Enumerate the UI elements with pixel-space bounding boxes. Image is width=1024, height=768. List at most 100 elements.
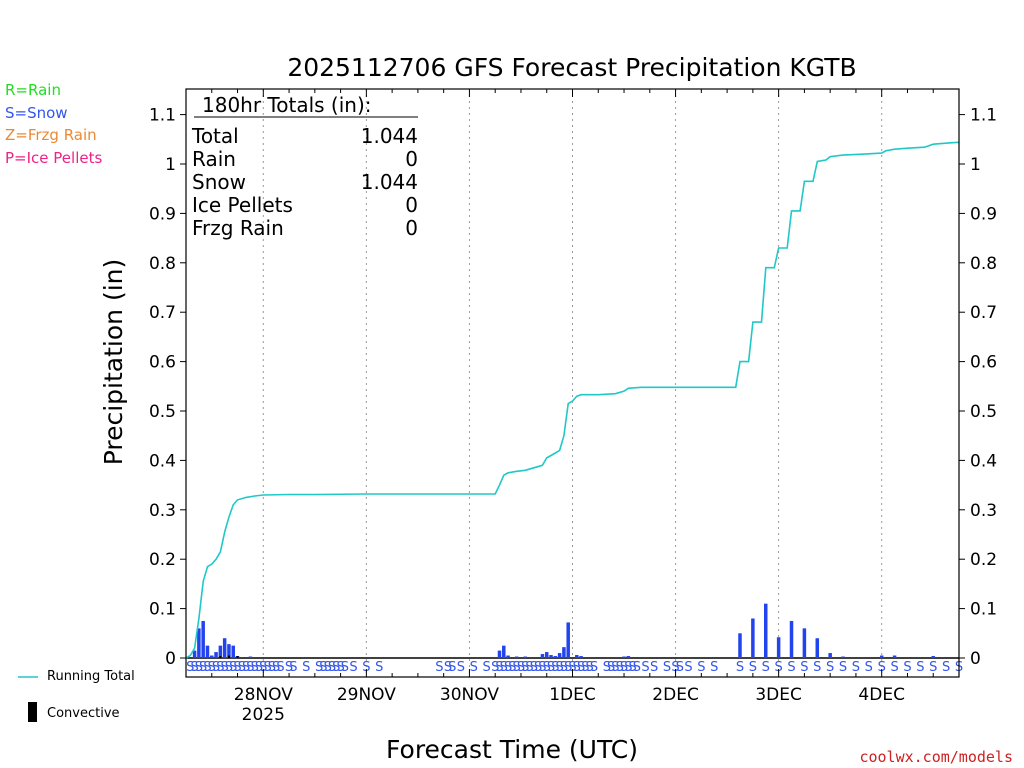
precip-bars <box>192 603 935 658</box>
convective-bar <box>227 655 230 658</box>
ptype-marker-snow: S <box>603 660 611 675</box>
ptype-marker-snow: S <box>865 660 873 675</box>
ptype-marker-snow: S <box>319 660 327 675</box>
y-tick-label-left: 0.9 <box>149 204 176 224</box>
y-tick-label-right: 0.6 <box>970 353 997 373</box>
precip-bar <box>566 622 570 658</box>
ptype-marker-snow: S <box>663 660 671 675</box>
ptype-marker-snow: S <box>671 660 679 675</box>
ptype-marker-snow: S <box>564 660 572 675</box>
ptype-marker-snow: S <box>525 660 533 675</box>
y-tick-label-left: 0.7 <box>149 303 176 323</box>
ptype-marker-snow: S <box>538 660 546 675</box>
totals-value-total: 1.044 <box>361 124 418 148</box>
ptype-marker-snow: S <box>435 660 443 675</box>
ptype-marker-snow: S <box>839 660 847 675</box>
ptype-marker-snow: S <box>212 660 220 675</box>
ptype-marker-snow: S <box>251 660 259 675</box>
ptype-marker-snow: S <box>504 660 512 675</box>
y-axis-ticks: 0 00.1 0.10.2 0.20.3 0.30.4 0.40.5 0.50.6 0.60.… <box>149 106 997 669</box>
ptype-marker-snow: S <box>448 660 456 675</box>
ptype-marker-snow: S <box>826 660 834 675</box>
ptype-marker-snow: S <box>457 660 465 675</box>
x-date-label: 30NOV <box>440 685 499 705</box>
precip-bar <box>218 645 223 658</box>
ptype-marker-snow: S <box>577 660 585 675</box>
x-date-label: 29NOV <box>337 685 396 705</box>
y-tick-label-right: 1 <box>970 155 981 175</box>
y-tick-label-left: 0.6 <box>149 353 176 373</box>
ptype-marker-snow: S <box>349 660 357 675</box>
ptype-marker-snow: S <box>611 660 619 675</box>
ptype-marker-snow: S <box>878 660 886 675</box>
x-date-label: 4DEC <box>858 685 905 705</box>
precip-bar <box>802 628 807 658</box>
x-date-label: 1DEC <box>549 685 596 705</box>
ptype-marker-snow: S <box>534 660 542 675</box>
ptype-marker-snow: S <box>276 660 284 675</box>
plot-frame <box>185 88 960 678</box>
ptype-marker-snow: S <box>530 660 538 675</box>
precip-bar <box>828 653 832 658</box>
y-tick-label-right: 0.2 <box>970 550 997 570</box>
precip-bar <box>248 656 253 658</box>
ptype-marker-snow: S <box>551 660 559 675</box>
chart-title: 2025112706 GFS Forecast Precipitation KG… <box>287 53 856 82</box>
y-tick-label-left: 0.5 <box>149 402 176 422</box>
totals-label-frzg-rain: Frzg Rain <box>192 216 284 240</box>
totals-label-total: Total <box>191 124 239 148</box>
x-date-label: 3DEC <box>755 685 802 705</box>
precip-bar <box>841 656 845 658</box>
ptype-marker-snow: S <box>495 660 503 675</box>
running-total-polyline <box>185 141 960 659</box>
ptype-marker-snow: S <box>697 660 705 675</box>
legend-rain: R=Rain <box>5 81 61 99</box>
y-tick-label-right: 0.8 <box>970 254 997 274</box>
precip-bar <box>514 656 519 658</box>
precip-bar <box>751 618 755 658</box>
running-total-swatch <box>18 676 38 678</box>
precip-bar <box>879 655 884 658</box>
ptype-marker-snow: S <box>332 660 340 675</box>
x-axis-label: Forecast Time (UTC) <box>386 735 638 764</box>
ptype-marker-snow: S <box>289 660 297 675</box>
ptype-marker-snow: S <box>315 660 323 675</box>
ptype-marker-snow: S <box>547 660 555 675</box>
precip-bar <box>523 656 528 658</box>
ptype-marker-snow: S <box>362 660 370 675</box>
ptype-marker-snow: S <box>513 660 521 675</box>
ptype-marker-snow: S <box>676 660 684 675</box>
convective-bar <box>219 656 222 658</box>
ptype-marker-snow: S <box>543 660 551 675</box>
ptype-marker-snow: S <box>302 660 310 675</box>
legend-ice-pellets: P=Ice Pellets <box>5 149 103 167</box>
totals-label-snow: Snow <box>192 170 246 194</box>
ptype-marker-snow: S <box>285 660 293 675</box>
precip-bar <box>502 645 506 658</box>
ptype-marker-snow: S <box>590 660 598 675</box>
y-axis-label: Precipitation (in) <box>99 259 128 466</box>
ptype-marker-snow: S <box>195 660 203 675</box>
ptype-marker-snow: S <box>225 660 233 675</box>
y-tick-label-left: 1 <box>165 155 176 175</box>
ptype-marker-snow: S <box>624 660 632 675</box>
ptype-marker-snow: S <box>710 660 718 675</box>
y-tick-label-left: 0.8 <box>149 254 176 274</box>
ptype-marker-snow: S <box>521 660 529 675</box>
ptype-marker-snow: S <box>216 660 224 675</box>
precip-bar <box>197 628 201 658</box>
x-year-label: 2025 <box>242 705 285 725</box>
ptype-marker-snow: S <box>684 660 692 675</box>
ptype-marker-snow: S <box>203 660 211 675</box>
y-tick-label-right: 0.1 <box>970 600 997 620</box>
ptype-marker-snow: S <box>916 660 924 675</box>
precip-bar <box>562 647 566 658</box>
precip-bar <box>815 638 820 658</box>
ptype-marker-snow: S <box>233 660 241 675</box>
ptype-marker-snow: S <box>762 660 770 675</box>
ptype-marker-snow: S <box>199 660 207 675</box>
ptype-marker-snow: S <box>813 660 821 675</box>
ptype-marker-snow: S <box>272 660 280 675</box>
precip-bar <box>506 655 510 658</box>
